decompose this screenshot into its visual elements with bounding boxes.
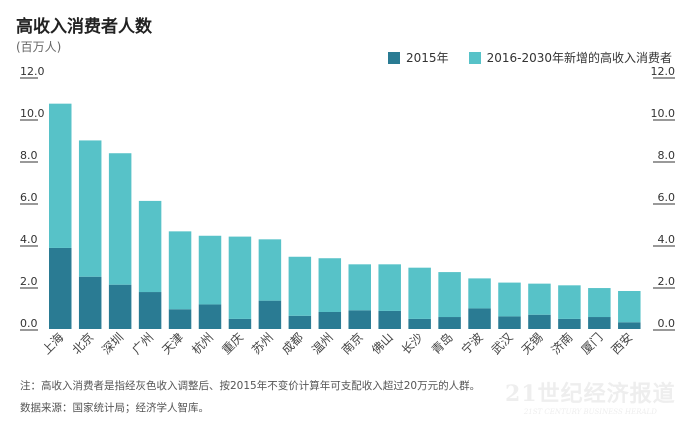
bar-new-11 [378, 264, 401, 311]
bar-new-1 [78, 140, 102, 277]
bar-new-12 [408, 267, 431, 319]
y-tick-label-right: 0.0 [658, 317, 676, 330]
x-tick-label: 成都 [279, 330, 306, 357]
bar-new-15 [498, 282, 521, 317]
chart-title: 高收入消费者人数 [16, 17, 152, 37]
y-tick-label-left: 12.0 [20, 65, 45, 78]
x-tick-label: 重庆 [219, 330, 246, 357]
bar-2015-16 [528, 314, 551, 329]
x-tick-label: 青岛 [428, 330, 456, 358]
x-tick-label: 深圳 [99, 330, 126, 357]
y-axis-unit: (百万人) [16, 40, 62, 54]
bar-new-16 [528, 283, 551, 315]
y-tick-label-right: 10.0 [651, 107, 676, 120]
y-tick-label-left: 6.0 [20, 191, 38, 204]
x-tick-label: 厦门 [578, 330, 606, 358]
legend-swatch-new [468, 51, 481, 64]
bar-new-7 [258, 239, 282, 301]
x-tick-label: 温州 [309, 330, 336, 357]
bar-new-2 [108, 153, 132, 285]
bar-new-17 [558, 285, 581, 319]
bar-2015-0 [49, 247, 72, 329]
bar-new-4 [168, 231, 192, 310]
bar-new-18 [588, 288, 611, 318]
bar-2015-8 [288, 315, 312, 329]
bar-new-6 [228, 236, 252, 319]
bar-new-14 [468, 278, 491, 309]
bar-new-8 [288, 256, 312, 316]
x-tick-label: 杭州 [189, 330, 217, 358]
y-tick-label-right: 12.0 [651, 65, 676, 78]
y-tick-label-right: 2.0 [658, 275, 676, 288]
y-tick-label-left: 8.0 [20, 149, 38, 162]
bar-2015-3 [138, 292, 162, 329]
bar-2015-12 [408, 318, 431, 329]
x-tick-label: 天津 [159, 330, 186, 357]
y-tick-label-left: 0.0 [20, 317, 38, 330]
bar-2015-2 [108, 284, 132, 329]
x-tick-label: 西安 [608, 330, 636, 358]
footnote: 注：高收入消费者是指经灰色收入调整后、按2015年不变价计算年可支配收入超过20… [20, 380, 481, 392]
y-tick-label-right: 8.0 [658, 149, 676, 162]
x-tick-label: 北京 [69, 330, 96, 357]
y-tick-label-left: 10.0 [20, 107, 45, 120]
legend-swatch-2015 [388, 51, 401, 64]
x-tick-label: 武汉 [489, 330, 516, 357]
x-tick-label: 长沙 [399, 330, 426, 357]
bar-new-5 [198, 235, 222, 305]
bar-new-0 [49, 103, 72, 248]
bar-new-13 [438, 272, 461, 318]
bar-2015-10 [348, 310, 371, 329]
bar-new-9 [318, 258, 342, 312]
x-tick-label: 上海 [39, 330, 67, 358]
y-tick-label-right: 4.0 [658, 233, 676, 246]
bar-2015-7 [258, 300, 282, 329]
bar-2015-14 [468, 308, 491, 329]
y-tick-label-left: 2.0 [20, 275, 38, 288]
data-source: 数据来源：国家统计局；经济学人智库。 [20, 402, 209, 414]
bar-2015-9 [318, 311, 342, 329]
x-tick-label: 苏州 [249, 330, 276, 357]
bar-2015-11 [378, 310, 401, 329]
bar-2015-13 [438, 317, 461, 329]
bar-2015-1 [78, 276, 102, 329]
watermark-logo: 21世纪经济报道 21ST CENTURY BUSINESS HERALD [505, 381, 676, 416]
bar-2015-15 [498, 316, 521, 329]
x-tick-label: 南京 [338, 330, 366, 358]
bar-2015-4 [168, 309, 192, 329]
bar-new-10 [348, 264, 371, 311]
legend-label-2015: 2015年 [406, 51, 449, 65]
y-tick-label-right: 6.0 [658, 191, 676, 204]
x-tick-label: 无锡 [518, 330, 546, 358]
bar-2015-5 [198, 304, 222, 329]
bar-2015-19 [618, 322, 641, 329]
x-tick-label: 佛山 [369, 330, 396, 357]
x-tick-label: 宁波 [458, 330, 486, 358]
legend-label-new: 2016-2030年新增的高收入消费者 [486, 51, 672, 65]
legend: 2015年 2016-2030年新增的高收入消费者 [388, 49, 672, 66]
y-tick-label-left: 4.0 [20, 233, 38, 246]
bar-new-19 [618, 290, 641, 323]
bar-2015-18 [588, 317, 611, 329]
x-tick-label: 济南 [548, 330, 576, 358]
x-tick-label: 广州 [129, 330, 156, 357]
bar-2015-6 [228, 318, 252, 329]
bar-new-3 [138, 200, 162, 293]
bar-2015-17 [558, 318, 581, 329]
